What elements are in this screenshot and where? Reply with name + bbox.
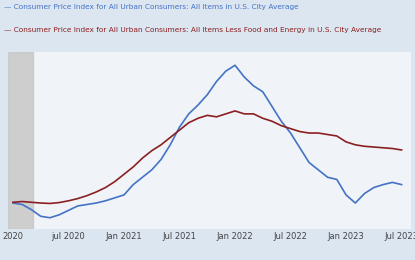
Bar bbox=[8, 52, 33, 229]
Text: — Consumer Price Index for All Urban Consumers: All Items in U.S. City Average: — Consumer Price Index for All Urban Con… bbox=[4, 4, 299, 10]
Text: — Consumer Price Index for All Urban Consumers: All Items Less Food and Energy i: — Consumer Price Index for All Urban Con… bbox=[4, 27, 381, 33]
